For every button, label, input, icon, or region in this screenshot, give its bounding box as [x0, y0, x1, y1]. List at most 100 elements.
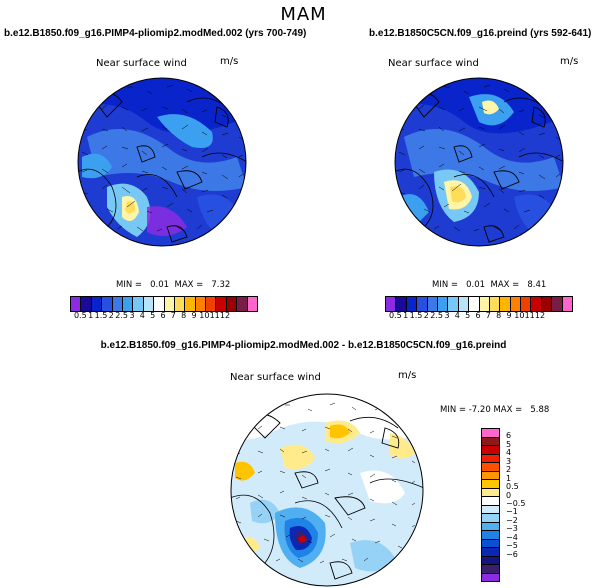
- variable-label-top-left: Near surface wind: [96, 58, 187, 69]
- colorbar-tick-label: 1.5: [409, 311, 423, 320]
- colorbar-tick-label: 4: [139, 311, 145, 320]
- colorbar-swatch: [427, 297, 438, 311]
- colorbar-tick-label: 8: [181, 311, 187, 320]
- colorbar-tick-label: 10: [199, 311, 210, 320]
- colorbar-tick-label: 8: [496, 311, 502, 320]
- min-value: 0.01: [150, 280, 170, 290]
- colorbar-swatch: [482, 556, 499, 565]
- colorbar-tick-label: 0: [506, 490, 512, 500]
- colorbar-tick-label: 5: [465, 311, 471, 320]
- polar-map-top-right: [394, 77, 564, 247]
- colorbar-swatch: [552, 297, 563, 311]
- colorbar-swatch: [482, 454, 499, 463]
- season-title: MAM: [280, 4, 327, 25]
- colorbar-swatch: [237, 297, 248, 311]
- colorbar-tick-label: 9: [191, 311, 197, 320]
- colorbar-tick-label: 1.5: [94, 311, 108, 320]
- colorbar-tick-label: 1: [506, 473, 512, 483]
- colorbar-swatch: [386, 297, 397, 311]
- colorbar-swatch: [112, 297, 123, 311]
- stats-top-right: MIN = 0.01 MAX = 8.41: [432, 280, 546, 290]
- colorbar-swatch: [482, 539, 499, 548]
- colorbar-tick-label: 2: [506, 465, 512, 475]
- min-label: MIN =: [440, 405, 467, 415]
- colorbar-swatch: [247, 297, 258, 311]
- variable-label-difference: Near surface wind: [230, 372, 321, 383]
- colorbar-swatch: [489, 297, 501, 311]
- colorbar-swatch: [216, 297, 227, 311]
- colorbar-tick-label: 4: [454, 311, 460, 320]
- colorbar-tick-label: −4: [506, 532, 518, 542]
- colorbar-swatch: [482, 446, 499, 455]
- colorbar-swatch: [482, 429, 499, 438]
- colorbar-tick-label: 0.5: [73, 311, 87, 320]
- case-title-top-right: b.e12.B1850C5CN.f09_g16.preind (yrs 592-…: [369, 28, 592, 39]
- colorbar-tick-label: −3: [506, 524, 518, 534]
- colorbar-swatch: [185, 297, 196, 311]
- colorbar-tick-label: 12: [219, 311, 231, 320]
- colorbar-tick-label: 6: [160, 311, 166, 320]
- colorbar-swatch: [417, 297, 428, 311]
- colorbar-swatch: [174, 297, 186, 311]
- colorbar-tick-label: 10: [514, 311, 525, 320]
- colorbar-swatch: [458, 297, 470, 311]
- colorbar-swatch: [226, 297, 238, 311]
- stats-difference: MIN = -7.20 MAX = 5.88: [440, 405, 549, 415]
- colorbar-swatch: [406, 297, 418, 311]
- colorbar-swatch: [482, 480, 499, 489]
- colorbar-tick-label: 6: [475, 311, 481, 320]
- colorbar-tick-label: 4: [506, 448, 512, 458]
- polar-map-top-left: [77, 77, 247, 247]
- colorbar-swatch: [195, 297, 207, 311]
- colorbar-swatch: [143, 297, 155, 311]
- max-value: 8.41: [527, 280, 547, 290]
- colorbar-tick-label: −2: [506, 515, 518, 525]
- colorbar-labels-top-left: 0.5 1 1.5 2 2.5 3 4 5 6 7 8 9 10 11 12: [70, 311, 256, 323]
- max-value: 5.88: [530, 405, 550, 415]
- colorbar-top-right: [385, 296, 573, 312]
- colorbar-difference: [481, 428, 500, 582]
- colorbar-tick-label: 3: [129, 311, 135, 320]
- colorbar-swatch: [521, 297, 532, 311]
- colorbar-swatch: [482, 565, 499, 574]
- colorbar-tick-label: −1: [506, 507, 518, 517]
- colorbar-tick-label: 1: [88, 311, 94, 320]
- max-label: MAX =: [490, 280, 520, 290]
- colorbar-swatch: [206, 297, 217, 311]
- colorbar-swatch: [437, 297, 449, 311]
- colorbar-top-left: [70, 296, 258, 312]
- colorbar-tick-label: −0.5: [506, 499, 526, 508]
- units-label-top-left: m/s: [220, 56, 239, 67]
- polar-map-difference: [230, 393, 424, 587]
- colorbar-tick-label: 2: [108, 311, 114, 320]
- stats-top-left: MIN = 0.01 MAX = 7.32: [116, 280, 230, 290]
- colorbar-tick-label: 2.5: [430, 311, 444, 320]
- colorbar-tick-label: 2: [423, 311, 429, 320]
- colorbar-tick-label: 2.5: [115, 311, 129, 320]
- colorbar-swatch: [479, 297, 490, 311]
- colorbar-tick-label: 0.5: [506, 482, 519, 492]
- colorbar-tick-label: 7: [485, 311, 491, 320]
- colorbar-labels-top-right: 0.5 1 1.5 2 2.5 3 4 5 6 7 8 9 10 11 12: [385, 311, 571, 323]
- colorbar-tick-label: 6: [506, 431, 512, 441]
- max-value: 7.32: [211, 280, 231, 290]
- colorbar-tick-label: −5: [506, 541, 518, 551]
- colorbar-swatch: [482, 573, 499, 581]
- colorbar-swatch: [164, 297, 175, 311]
- colorbar-tick-label: 11: [524, 311, 535, 320]
- colorbar-tick-label: 1: [403, 311, 409, 320]
- case-title-top-left: b.e12.B1850.f09_g16.PIMP4-pliomip2.modMe…: [4, 28, 307, 39]
- colorbar-swatch: [482, 531, 499, 540]
- min-value: -7.20: [468, 405, 491, 415]
- colorbar-swatch: [562, 297, 573, 311]
- colorbar-tick-label: 3: [506, 456, 512, 466]
- colorbar-swatch: [482, 548, 499, 557]
- colorbar-swatch: [482, 505, 499, 514]
- colorbar-tick-label: 11: [209, 311, 220, 320]
- colorbar-swatch: [482, 437, 499, 446]
- colorbar-tick-label: 3: [444, 311, 450, 320]
- min-label: MIN =: [432, 280, 459, 290]
- colorbar-swatch: [482, 514, 499, 523]
- colorbar-swatch: [469, 297, 480, 311]
- colorbar-swatch: [482, 471, 499, 480]
